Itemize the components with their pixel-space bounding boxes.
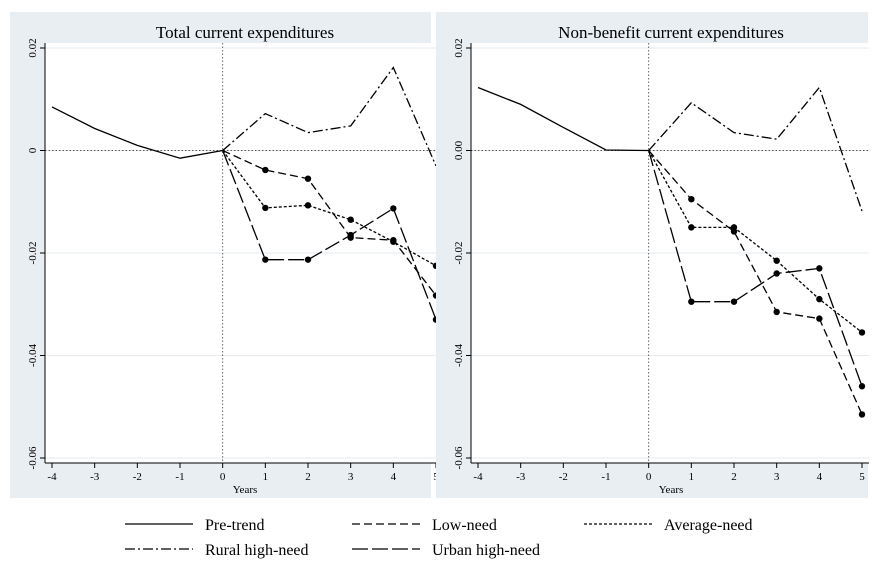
data-point-average-need	[390, 238, 397, 245]
data-point-low-need	[688, 195, 695, 203]
x-axis-label: Years	[233, 484, 258, 496]
y-tick-label: -0.02	[27, 242, 39, 265]
data-point-low-need	[816, 315, 823, 322]
x-tick-label: 1	[263, 471, 269, 483]
x-tick-label: -4	[473, 471, 483, 483]
x-axis-label: Years	[659, 484, 684, 496]
data-point-urban-high-need	[730, 298, 738, 305]
series-line-average-need	[648, 150, 863, 333]
data-point-average-need	[816, 295, 823, 303]
data-point-average-need	[773, 257, 780, 264]
series-line-low-need	[648, 150, 863, 415]
x-tick-label: 5	[859, 471, 865, 483]
reference-lines	[45, 43, 443, 463]
series-line-urban-high-need	[222, 150, 437, 320]
series-line-rural-high-need	[222, 66, 437, 167]
x-tick-label: 3	[774, 471, 780, 483]
data-point-urban-high-need	[262, 256, 269, 263]
legend-label-low-need: Low-need	[432, 517, 497, 534]
x-tick-label: 0	[220, 471, 226, 483]
series-line-urban-high-need	[648, 150, 863, 387]
x-tick-label: 4	[391, 471, 397, 483]
x-tick-label: -3	[90, 471, 100, 483]
panel-total-expenditures: Total current expenditures 0.02 0 -0.02 -0.…	[10, 12, 443, 498]
panel-nonbenefit-expenditures: Non-benefit current expenditures 0.020.0…	[436, 12, 869, 498]
series-line-rural-high-need	[648, 86, 863, 212]
x-tick-label: 2	[305, 471, 311, 483]
series-line-average-need	[222, 150, 437, 267]
x-tick-label: 3	[348, 471, 354, 483]
grid-lines	[471, 47, 869, 459]
data-point-average-need	[347, 216, 354, 223]
data-point-average-need	[262, 204, 269, 212]
x-tick-label: -1	[175, 471, 184, 483]
x-tick-label: -1	[601, 471, 610, 483]
legend: Pre-trend Low-need Average-need Rural hi…	[125, 517, 753, 559]
grid-lines	[45, 47, 443, 459]
data-point-urban-high-need	[688, 298, 695, 305]
series-line-pre-trend	[51, 106, 223, 159]
data-point-urban-high-need	[773, 270, 780, 277]
x-tick-label: -4	[47, 471, 57, 483]
data-point-average-need	[688, 224, 695, 231]
legend-label-urban-high-need: Urban high-need	[432, 542, 540, 559]
series-line-low-need	[222, 149, 437, 296]
x-tick-label: 0	[646, 471, 652, 483]
reference-lines	[471, 43, 869, 463]
data-point-urban-high-need	[816, 265, 823, 272]
y-tick-label: -0.02	[453, 242, 465, 265]
x-tick-label: 1	[689, 471, 695, 483]
data-point-low-need	[858, 411, 866, 418]
y-tick-label: 0.00	[453, 140, 465, 160]
data-point-urban-high-need	[858, 383, 866, 390]
data-point-low-need	[304, 175, 312, 182]
data-point-low-need	[773, 308, 780, 316]
x-tick-label: -2	[133, 471, 142, 483]
data-point-low-need	[262, 166, 269, 174]
x-tick-label: 4	[817, 471, 823, 483]
y-tick-label: -0.06	[27, 446, 39, 469]
data-point-urban-high-need	[347, 231, 354, 239]
data-point-urban-high-need	[304, 256, 312, 263]
data-point-average-need	[304, 202, 312, 209]
panel-title: Total current expenditures	[156, 23, 334, 42]
y-tick-label: 0.02	[453, 38, 465, 57]
y-tick-label: 0.02	[27, 38, 39, 57]
series-lines	[477, 86, 866, 418]
legend-label-rural-high-need: Rural high-need	[205, 542, 309, 559]
series-line-pre-trend	[477, 86, 649, 152]
x-tick-label: 2	[731, 471, 737, 483]
x-tick-label: -2	[559, 471, 568, 483]
data-point-average-need	[858, 329, 866, 336]
legend-label-average-need: Average-need	[664, 517, 753, 534]
x-tick-label: -3	[516, 471, 526, 483]
axes: 0.02 0.00 -0.02 -0.04 -0.06 -4 -3 -2 -1 0 1 2 3 4 5	[453, 38, 869, 483]
legend-label-pre-trend: Pre-trend	[205, 517, 265, 534]
y-tick-label: -0.04	[453, 344, 465, 367]
y-tick-label: 0	[27, 147, 39, 153]
data-point-urban-high-need	[390, 205, 397, 212]
data-point-average-need	[730, 224, 738, 231]
y-tick-label: -0.06	[453, 446, 465, 469]
panel-title: Non-benefit current expenditures	[558, 23, 784, 42]
y-tick-label: -0.04	[27, 344, 39, 367]
